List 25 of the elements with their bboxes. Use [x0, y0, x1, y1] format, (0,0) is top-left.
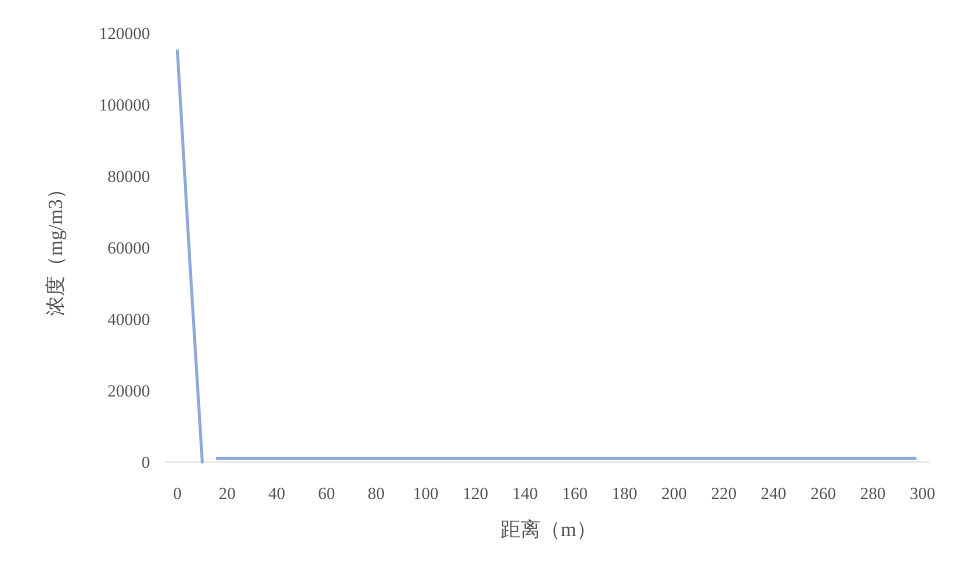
x-tick-label: 280	[860, 484, 886, 503]
x-tick-label: 80	[368, 484, 385, 503]
x-tick-label: 60	[318, 484, 335, 503]
y-axis-title: 浓度（mg/m3）	[45, 179, 67, 316]
x-tick-label: 220	[711, 484, 737, 503]
x-axis-title: 距离（m）	[500, 519, 596, 541]
y-tick-label: 20000	[108, 382, 150, 400]
x-tick-label: 120	[462, 484, 488, 503]
x-tick-label: 240	[760, 484, 786, 503]
y-tick-label: 0	[142, 453, 150, 472]
x-tick-label: 140	[512, 484, 538, 503]
x-tick-label: 260	[810, 484, 836, 503]
y-tick-label: 80000	[108, 167, 150, 186]
y-tick-label: 100000	[99, 96, 150, 114]
x-tick-label: 100	[413, 484, 439, 503]
x-tick-label: 20	[218, 484, 236, 503]
x-tick-label: 200	[661, 484, 687, 503]
y-tick-label: 120000	[99, 24, 150, 43]
x-tick-label: 180	[612, 484, 638, 503]
y-tick-label: 40000	[108, 310, 150, 329]
x-tick-label: 300	[910, 484, 936, 503]
y-tick-label: 60000	[108, 238, 150, 258]
x-tick-label: 40	[268, 484, 286, 503]
x-tick-label: 0	[173, 484, 182, 503]
x-tick-label: 160	[562, 484, 588, 503]
